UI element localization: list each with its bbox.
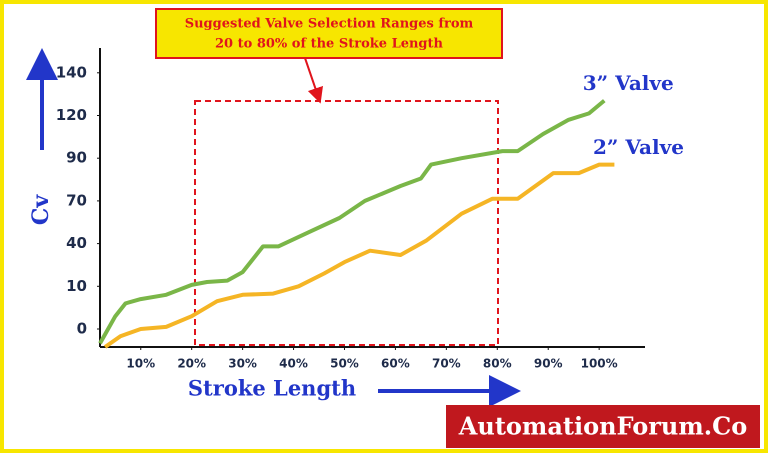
x-tick-label: 20% [177,357,206,371]
annotation-arrow [304,57,323,104]
x-tick-label: 100% [581,357,618,371]
selection-box [194,100,499,346]
watermark-box [446,405,760,448]
y-tick-label: 140 [56,63,87,81]
annotation-box [155,8,503,59]
y-tick-label: 70 [66,191,87,209]
y-tick-label: 90 [66,149,87,167]
x-tick-label: 30% [228,357,257,371]
x-tick-label: 10% [126,357,155,371]
annotation: 20 to 80% of the Stroke Length [215,37,444,52]
series-line [98,99,606,345]
y-tick-label: 10 [66,277,87,295]
y-tick-label: 0 [77,320,87,338]
y-tick-label: 40 [66,234,87,252]
x-tick-label: 60% [381,357,410,371]
annotation: Suggested Valve Selection Ranges from [185,17,474,32]
x-tick-label: 50% [330,357,359,371]
x-tick-label: 80% [483,357,512,371]
x-tick-label: 70% [432,357,461,371]
y-tick-label: 120 [56,106,87,124]
y-axis-label: Cv [28,194,54,226]
x-tick-label: 90% [534,357,563,371]
series-label: 2” Valve [593,135,684,159]
x-axis-label: Stroke Length [188,376,356,401]
series-line [103,162,615,349]
x-tick-label: 40% [279,357,308,371]
series-label: 3” Valve [583,71,674,95]
watermark: AutomationForum.Co [458,412,747,441]
